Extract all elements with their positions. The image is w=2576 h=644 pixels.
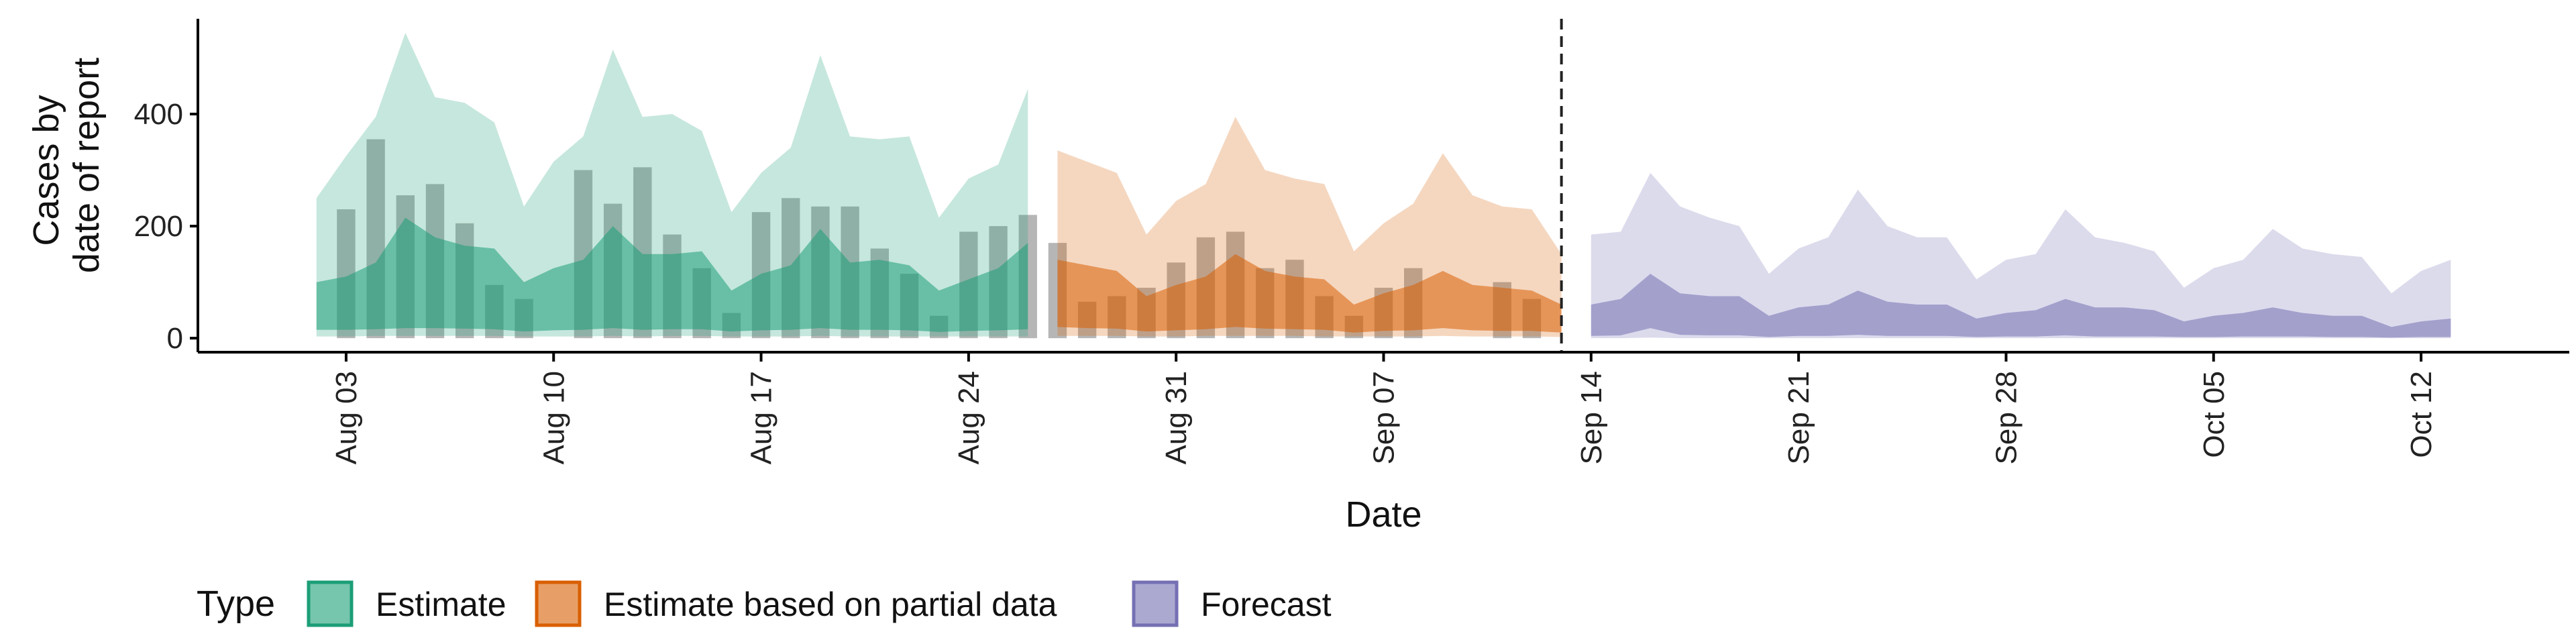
legend-swatch xyxy=(307,580,354,627)
y-axis-title: Cases by date of report xyxy=(26,58,107,273)
series-2 xyxy=(1591,172,2451,339)
x-tick-label: Aug 03 xyxy=(330,371,363,464)
x-tick-label: Oct 12 xyxy=(2405,371,2438,458)
y-tick-label: 400 xyxy=(134,98,183,131)
x-tick-label: Oct 05 xyxy=(2198,371,2231,458)
y-tick-label: 200 xyxy=(134,210,183,243)
series-0 xyxy=(316,32,1028,337)
x-tick-label: Aug 31 xyxy=(1160,371,1193,464)
y-axis-title-line-1: Cases by xyxy=(26,95,66,246)
x-axis-title: Date xyxy=(1345,494,1421,535)
x-tick-label: Aug 24 xyxy=(953,371,985,464)
legend-label: Estimate based on partial data xyxy=(604,586,1057,623)
legend-swatch xyxy=(1132,580,1179,627)
legend: Type Estimate Estimate based on partial d… xyxy=(197,580,1332,627)
x-tick-label: Sep 07 xyxy=(1368,371,1401,464)
series-1 xyxy=(1057,117,1562,337)
series-band-inner xyxy=(1591,274,2451,338)
x-tick-label: Sep 28 xyxy=(1990,371,2023,464)
series-band-inner xyxy=(1057,254,1562,333)
y-tick-label: 0 xyxy=(167,322,183,355)
bands-layer xyxy=(316,32,2451,339)
series-band-inner xyxy=(316,217,1028,332)
x-tick-label: Aug 10 xyxy=(537,371,570,464)
legend-title: Type xyxy=(197,584,275,624)
legend-label: Estimate xyxy=(376,586,506,623)
x-tick-label: Sep 21 xyxy=(1782,371,1815,464)
y-axis-title-line-2: date of report xyxy=(66,58,107,273)
x-tick-label: Sep 14 xyxy=(1575,371,1608,464)
x-tick-label: Aug 17 xyxy=(745,371,778,464)
x-ticks: Aug 03 Aug 10 Aug 17 Aug 24 Aug 31 Sep 07 Sep … xyxy=(330,352,2438,464)
legend-swatch xyxy=(535,580,582,627)
series-band-outer xyxy=(1591,172,2451,339)
legend-label: Forecast xyxy=(1201,586,1332,623)
y-ticks: 0 200 400 xyxy=(134,98,198,355)
